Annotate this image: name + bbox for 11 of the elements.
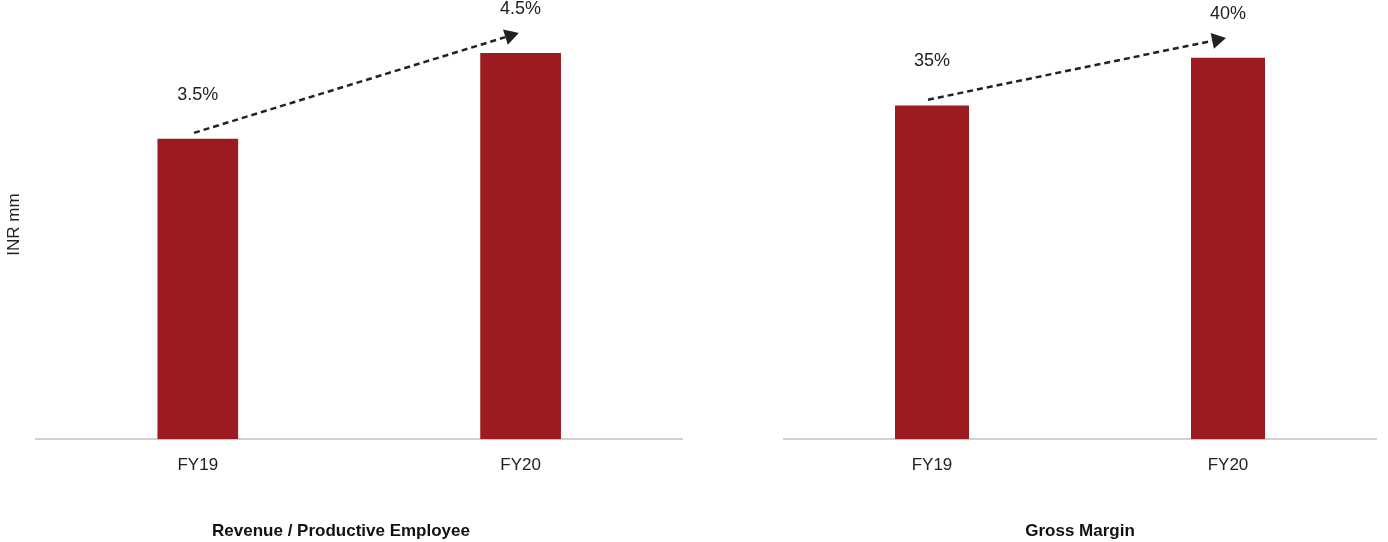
x-tick-label: FY19 [911,455,953,475]
text: Gross Margin [1025,521,1135,541]
data-label: 4.5% [500,0,542,18]
text: Revenue / Productive Employee [212,521,470,541]
x-tick-label: FY20 [1207,455,1249,475]
data-label: 40% [1209,2,1247,23]
data-label: 3.5% [177,83,219,104]
x-tick-label: FY20 [500,455,541,475]
data-label: 35% [913,50,951,71]
y-axis-title: INR mm [3,193,23,256]
x-tick-label: FY19 [177,455,219,475]
